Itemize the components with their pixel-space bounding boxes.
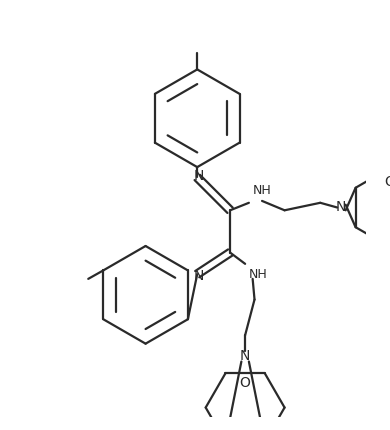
Text: N: N (194, 269, 204, 283)
Text: N: N (194, 169, 204, 184)
Text: N: N (336, 200, 346, 215)
Text: NH: NH (249, 267, 268, 281)
Text: N: N (240, 349, 250, 363)
Text: NH: NH (253, 184, 271, 197)
Text: O: O (384, 175, 390, 189)
Text: O: O (240, 375, 250, 390)
